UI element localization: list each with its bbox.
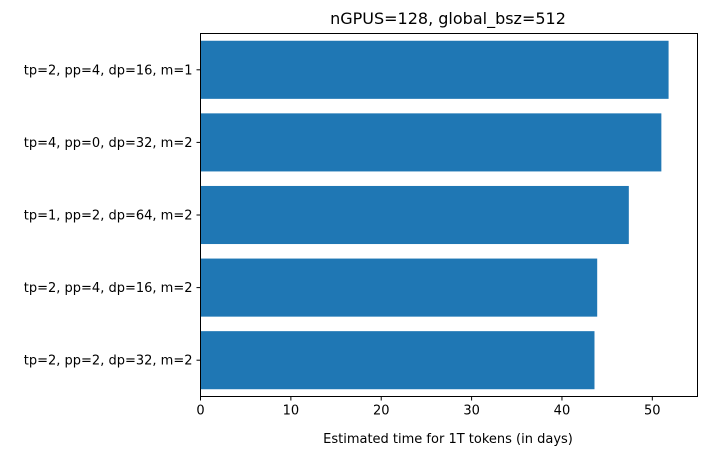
bar bbox=[200, 185, 629, 245]
x-tick-label: 40 bbox=[554, 404, 571, 419]
x-tick-label: 50 bbox=[644, 404, 661, 419]
bar bbox=[200, 40, 669, 99]
chart-title: nGPUS=128, global_bsz=512 bbox=[330, 9, 566, 29]
plot-frame bbox=[200, 33, 698, 397]
y-tick-label: tp=2, pp=4, dp=16, m=2 bbox=[24, 281, 193, 296]
y-tick-label: tp=2, pp=2, dp=32, m=2 bbox=[24, 354, 193, 369]
bars-group bbox=[200, 40, 669, 390]
x-tick-label: 0 bbox=[196, 404, 204, 419]
y-tick-label: tp=2, pp=4, dp=16, m=1 bbox=[24, 63, 193, 78]
x-axis-label: Estimated time for 1T tokens (in days) bbox=[323, 432, 573, 447]
y-tick-label: tp=1, pp=2, dp=64, m=2 bbox=[24, 209, 193, 224]
bar bbox=[200, 258, 598, 317]
y-tick-label: tp=4, pp=0, dp=32, m=2 bbox=[24, 136, 193, 151]
bar bbox=[200, 331, 595, 390]
y-tick-labels: tp=2, pp=2, dp=32, m=2 tp=2, pp=4, dp=16,… bbox=[24, 63, 201, 369]
x-tick-label: 30 bbox=[463, 404, 480, 419]
x-tick-label: 10 bbox=[283, 404, 300, 419]
bar bbox=[200, 113, 662, 172]
x-tick-label: 20 bbox=[373, 404, 390, 419]
x-axis-ticks: 0 10 20 30 40 50 bbox=[196, 396, 661, 419]
